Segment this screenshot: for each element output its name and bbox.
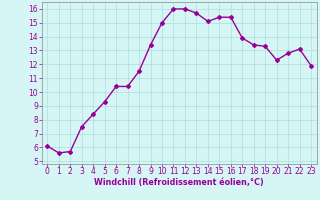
X-axis label: Windchill (Refroidissement éolien,°C): Windchill (Refroidissement éolien,°C) <box>94 178 264 187</box>
